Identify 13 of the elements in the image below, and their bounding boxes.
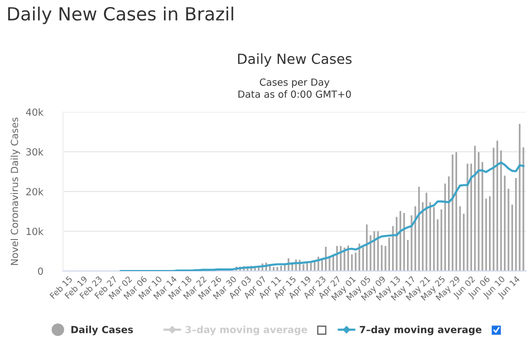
text: Data as of 0:00 GMT+0 <box>238 90 351 98</box>
y-tick-label: 30k <box>26 148 44 156</box>
line-series <box>120 161 524 271</box>
legend-label: 7–day moving average <box>360 326 482 336</box>
chart-subtitle: Daily New Cases <box>238 53 352 67</box>
y-tick-label: 40k <box>26 108 44 116</box>
text: Cases per Day <box>260 78 330 88</box>
legend-label: Daily Cases <box>71 326 133 336</box>
y-tick-label: 20k <box>26 188 44 196</box>
y-tick-label: 10k <box>26 228 44 236</box>
chart-title: Daily New Cases in Brazil <box>8 6 234 24</box>
y-tick-label: 0 <box>38 267 43 275</box>
y-axis-title: Novel Coronavirus Daily Cases <box>10 118 20 265</box>
